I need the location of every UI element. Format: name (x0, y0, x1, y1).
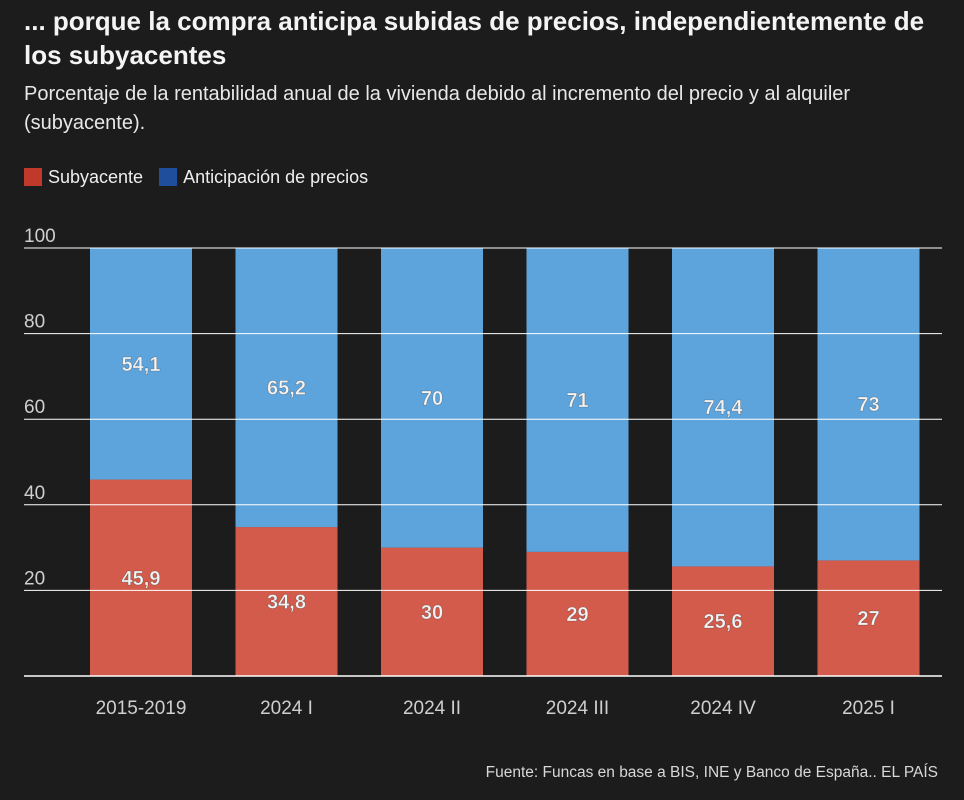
data-label-subyacente-4: 25,6 (704, 611, 743, 633)
bar-subyacente-2 (381, 547, 483, 676)
data-label-subyacente-5: 27 (857, 608, 879, 630)
stacked-bar-chart: 45,9 54,1 2015-2019 34,8 65,2 2024 I 30 70 2024 … (24, 226, 942, 719)
y-tick-label-80: 80 (24, 312, 45, 333)
x-tick-label-2: 2024 II (403, 698, 461, 719)
bar-subyacente-0 (90, 479, 192, 676)
x-tick-label-4: 2024 IV (690, 698, 756, 719)
legend-item-anticipacion: Anticipación de precios (159, 167, 368, 188)
x-tick-label-3: 2024 III (546, 698, 609, 719)
chart-title: ... porque la compra anticipa subidas de… (24, 6, 925, 70)
data-label-anticipacion-4: 74,4 (704, 397, 744, 419)
legend-label-anticipacion: Anticipación de precios (183, 166, 369, 187)
y-tick-label-60: 60 (24, 397, 45, 418)
bar-subyacente-5 (817, 560, 920, 676)
y-tick-label-40: 40 (24, 483, 45, 504)
legend-swatch-anticipacion (159, 168, 178, 186)
bar-anticipacion-2 (381, 248, 483, 548)
source-note: Fuente: Funcas en base a BIS, INE y Banc… (485, 764, 938, 781)
data-label-anticipacion-3: 71 (566, 390, 588, 412)
y-tick-label-20: 20 (24, 568, 45, 589)
legend-label-subyacente: Subyacente (48, 166, 144, 187)
data-label-subyacente-3: 29 (566, 604, 588, 626)
bar-subyacente-4 (672, 566, 774, 676)
x-tick-label-1: 2024 I (260, 698, 313, 719)
data-label-subyacente-0: 45,9 (122, 568, 161, 590)
bar-anticipacion-3 (526, 248, 629, 552)
legend: Subyacente Anticipación de precios (24, 164, 368, 190)
bar-anticipacion-0 (90, 248, 192, 480)
chart-subtitle: Porcentaje de la rentabilidad anual de l… (24, 83, 851, 134)
bar-anticipacion-4 (672, 248, 774, 567)
bar-anticipacion-5 (817, 248, 920, 561)
data-label-anticipacion-2: 70 (421, 388, 443, 410)
bar-subyacente-3 (526, 551, 629, 676)
data-label-anticipacion-5: 73 (857, 394, 879, 416)
data-label-anticipacion-0: 54,1 (122, 354, 161, 376)
y-tick-label-100: 100 (24, 226, 56, 247)
legend-item-subyacente: Subyacente (24, 167, 143, 188)
data-label-anticipacion-1: 65,2 (267, 378, 306, 400)
data-label-subyacente-1: 34,8 (267, 592, 306, 614)
bar-subyacente-1 (235, 527, 338, 676)
x-tick-label-5: 2025 I (842, 698, 895, 719)
data-label-subyacente-2: 30 (421, 602, 443, 624)
bar-anticipacion-1 (235, 248, 338, 528)
legend-swatch-subyacente (24, 168, 42, 186)
x-tick-label-0: 2015-2019 (96, 698, 187, 719)
